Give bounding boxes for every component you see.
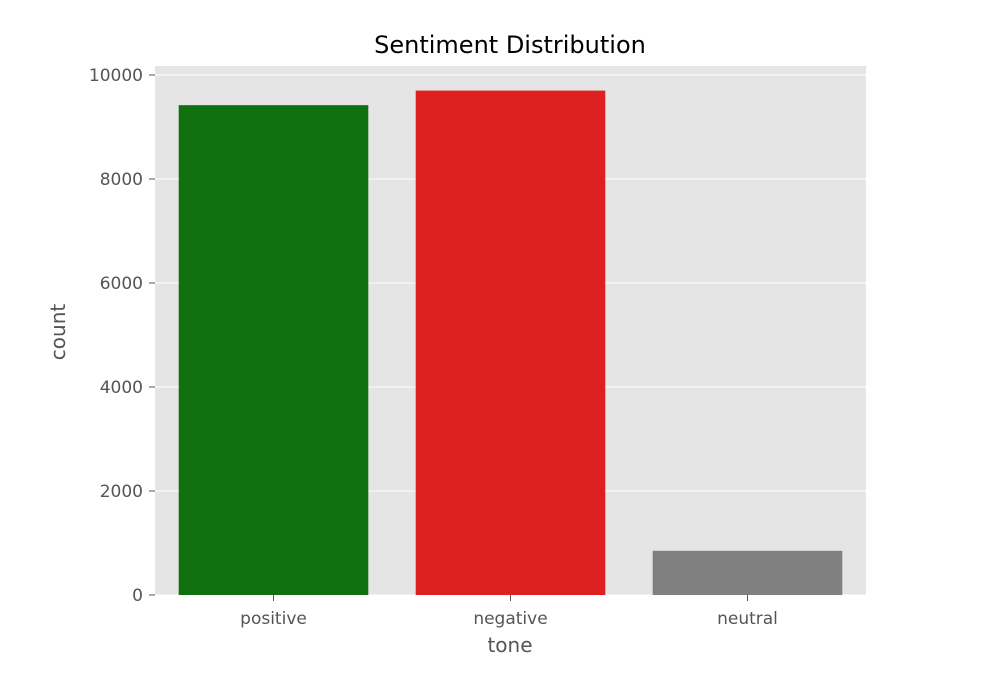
y-tick-label: 2000	[100, 482, 143, 502]
bar-positive	[178, 105, 369, 595]
y-tick-label: 10000	[89, 66, 143, 86]
y-axis-title: count	[46, 304, 70, 361]
x-tick-label-negative: negative	[473, 609, 547, 629]
x-axis-title: tone	[487, 633, 532, 657]
x-tick-label-neutral: neutral	[717, 609, 778, 629]
bar-neutral	[652, 550, 843, 595]
y-axis: 0 2000 4000 6000 8000 10000	[89, 66, 155, 606]
chart-title: Sentiment Distribution	[374, 31, 646, 59]
y-tick-label: 4000	[100, 378, 143, 398]
y-tick-label: 6000	[100, 274, 143, 294]
x-tick-label-positive: positive	[240, 609, 307, 629]
y-tick-label: 8000	[100, 170, 143, 190]
bar-negative	[415, 90, 606, 595]
bars	[178, 90, 843, 595]
x-axis: positive negative neutral	[240, 595, 778, 629]
y-tick-label: 0	[132, 586, 143, 606]
